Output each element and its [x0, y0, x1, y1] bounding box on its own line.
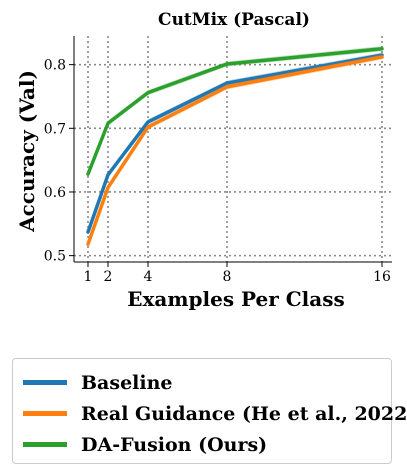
legend-swatch-baseline: [23, 380, 67, 385]
y-tick-label: 0.7: [44, 121, 66, 137]
series-line-2: [86, 46, 384, 176]
y-tick-label: 0.6: [44, 185, 66, 201]
legend: Baseline Real Guidance (He et al., 2022)…: [12, 358, 407, 464]
x-tick-label: 1: [84, 269, 93, 285]
legend-label-baseline: Baseline: [81, 371, 173, 394]
legend-label-da-fusion: DA-Fusion (Ours): [81, 433, 268, 456]
legend-item-da-fusion: DA-Fusion (Ours): [23, 429, 381, 460]
series-line-0: [86, 53, 384, 234]
y-axis-label: Accuracy (Val): [15, 70, 39, 233]
legend-item-baseline: Baseline: [23, 367, 381, 398]
y-tick-label: 0.8: [44, 58, 66, 74]
line-chart: CutMix (Pascal) 1 2 4 8 16 0.5 0.6 0.7 0.8 Accur…: [15, 10, 392, 311]
x-axis-label: Examples Per Class: [127, 287, 345, 311]
series-line-1: [86, 55, 384, 246]
legend-item-real-guidance: Real Guidance (He et al., 2022): [23, 398, 407, 429]
y-tick-label: 0.5: [44, 249, 66, 265]
x-tick-label: 8: [223, 269, 232, 285]
legend-swatch-da-fusion: [23, 442, 67, 447]
chart-title: CutMix (Pascal): [158, 10, 310, 30]
legend-label-real-guidance: Real Guidance (He et al., 2022): [81, 402, 407, 425]
x-tick-label: 2: [104, 269, 113, 285]
legend-swatch-real-guidance: [23, 411, 67, 416]
x-tick-label: 4: [144, 269, 153, 285]
x-tick-label: 16: [373, 269, 391, 285]
